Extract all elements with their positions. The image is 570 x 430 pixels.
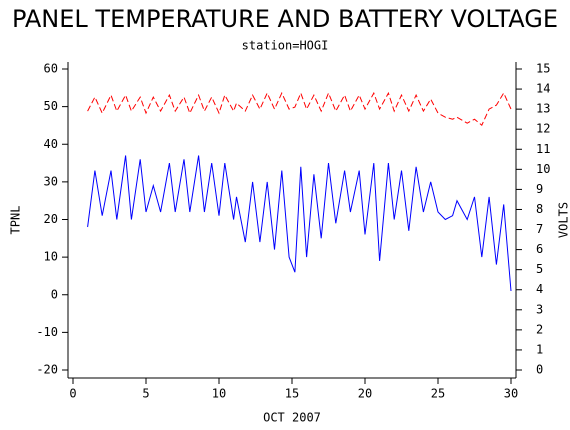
x-tick-label: 15 bbox=[285, 387, 299, 401]
x-axis-label: OCT 2007 bbox=[263, 411, 321, 425]
y2-tick-label: 12 bbox=[536, 122, 550, 136]
y-axis-label: TPNL bbox=[9, 206, 23, 235]
y2-tick-label: 8 bbox=[536, 202, 543, 216]
y-tick-label: 40 bbox=[44, 137, 58, 151]
y-tick-label: 0 bbox=[51, 287, 58, 301]
y2-tick-label: 11 bbox=[536, 142, 550, 156]
y2-tick-label: 10 bbox=[536, 162, 550, 176]
x-tick-label: 25 bbox=[431, 387, 445, 401]
y2-tick-label: 7 bbox=[536, 222, 543, 236]
series-line bbox=[87, 91, 512, 127]
y2-tick-label: 6 bbox=[536, 242, 543, 256]
y2-tick-label: 2 bbox=[536, 322, 543, 336]
chart-title: PANEL TEMPERATURE AND BATTERY VOLTAGE bbox=[12, 5, 558, 33]
y2-tick-label: 9 bbox=[536, 182, 543, 196]
y-tick-label: 50 bbox=[44, 99, 58, 113]
x-tick-label: 30 bbox=[504, 387, 518, 401]
y2-tick-label: 5 bbox=[536, 262, 543, 276]
y2-tick-label: 1 bbox=[536, 342, 543, 356]
y2-tick-label: 15 bbox=[536, 62, 550, 76]
x-tick-label: 20 bbox=[358, 387, 372, 401]
x-tick-label: 0 bbox=[69, 387, 76, 401]
y-tick-label: 20 bbox=[44, 212, 58, 226]
x-tick-label: 5 bbox=[142, 387, 149, 401]
y-tick-label: -10 bbox=[36, 325, 58, 339]
y2-tick-label: 3 bbox=[536, 302, 543, 316]
y-tick-label: 30 bbox=[44, 174, 58, 188]
y2-tick-label: 4 bbox=[536, 282, 543, 296]
x-tick-label: 10 bbox=[212, 387, 226, 401]
y2-tick-label: 14 bbox=[536, 82, 550, 96]
y2-axis-label: VOLTS bbox=[557, 202, 570, 238]
y2-tick-label: 0 bbox=[536, 363, 543, 377]
series-line bbox=[87, 155, 512, 292]
y-tick-label: 10 bbox=[44, 250, 58, 264]
y-tick-label: 60 bbox=[44, 62, 58, 76]
y-tick-label: -20 bbox=[36, 363, 58, 377]
chart-subtitle: station=HOGI bbox=[242, 39, 329, 53]
y2-tick-label: 13 bbox=[536, 102, 550, 116]
